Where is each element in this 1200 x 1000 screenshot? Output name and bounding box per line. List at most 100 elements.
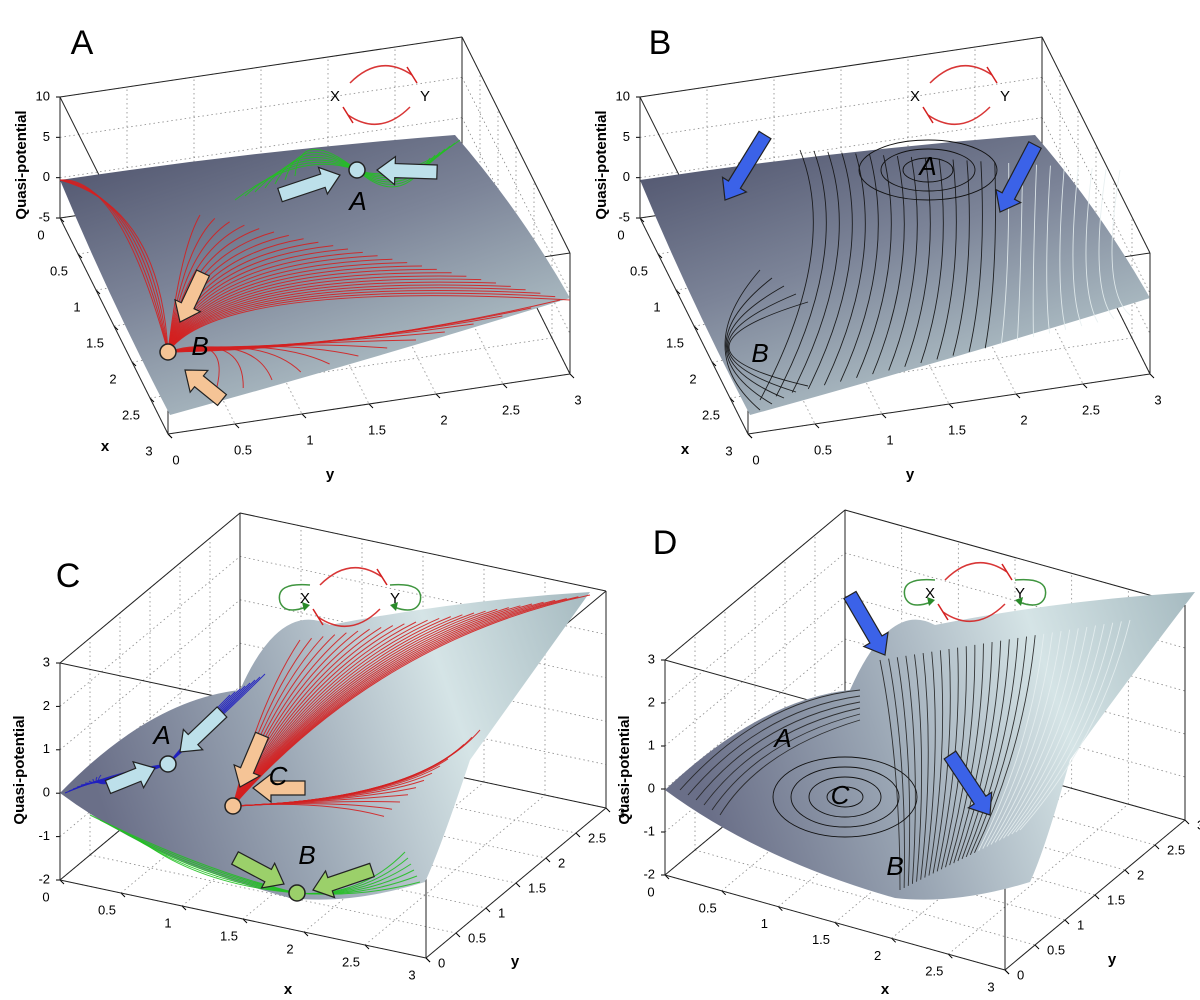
trajectory [872,155,905,375]
trajectory [1111,169,1131,316]
trajectory [904,157,931,367]
state-label: C [269,761,288,791]
x-tick-label: 0 [42,889,49,904]
grid-line [119,829,487,909]
z-tick-label: 1 [43,741,50,756]
x-tick-label: 0.5 [98,902,116,917]
x-axis-label: x [881,981,890,998]
trajectory [1072,167,1083,327]
x-tick-label: 2 [689,371,696,386]
trajectory [167,290,541,353]
trajectory [984,162,996,349]
arrow-head [302,602,310,611]
trajectory [920,158,944,364]
arrow [277,166,341,203]
z-tick-label: 5 [623,129,630,144]
trajectory [232,617,440,807]
z-tick-label: 0 [43,785,50,800]
trajectory [1016,163,1024,341]
trajectory [167,268,437,353]
trajectory [1015,621,1122,833]
trajectory [961,639,1010,860]
trajectory [903,578,936,606]
grid-line [239,642,607,722]
y-axis-label: y [1108,951,1117,968]
trajectory [319,566,383,586]
arrow [995,140,1043,213]
tick-mark [948,403,954,409]
state-label: C [831,780,850,810]
trajectory [167,295,571,353]
inhibition-bar [922,106,934,124]
box-edge [59,217,169,435]
tick-mark [1154,844,1160,850]
tick-mark [1124,869,1130,875]
network-node: Y [1015,585,1025,602]
arrow [230,851,285,889]
trajectory [942,603,1006,623]
trajectory [167,346,220,397]
trajectory [974,635,1036,853]
tick-mark [1184,819,1190,825]
y-tick-label: 3 [1154,392,1161,407]
trajectory [389,583,422,611]
trajectory [167,255,378,353]
trajectory [994,628,1079,843]
box-edge [59,879,427,959]
trajectory [167,275,467,353]
grid-line [59,117,463,179]
y-tick-label: 0.5 [234,442,252,457]
trajectory [59,179,169,353]
x-axis-label: x [101,438,110,455]
steady-state [159,755,177,773]
grid-line [239,686,607,765]
trajectory [986,630,1062,847]
arrow [843,590,889,656]
x-tick-label: 0 [617,227,624,242]
trajectory [965,637,1019,858]
tick-mark [545,857,551,863]
trajectory [167,241,319,353]
trajectory [927,106,991,126]
tick-mark [1015,393,1021,399]
tick-mark [242,918,248,924]
tick-mark [814,423,820,429]
z-tick-label: 3 [648,651,655,666]
arrow-head [1015,597,1023,606]
trajectory [940,646,967,870]
tick-mark [364,944,370,950]
panel-label: A [71,24,94,62]
state-label: A [151,720,170,750]
y-axis-label: y [906,466,915,483]
trajectory [990,629,1071,845]
trajectory [1085,168,1099,323]
tick-mark [1094,894,1100,900]
y-tick-label: 1 [498,905,505,920]
tick-mark [455,932,461,938]
trajectory [167,248,349,353]
x-tick-label: 3 [725,443,732,458]
x-tick-label: 0.5 [50,263,68,278]
inhibition-bar [937,603,949,621]
arrow-head [927,597,935,606]
tick-mark [1149,373,1155,379]
x-tick-label: 0.5 [699,900,717,915]
grid-line [664,595,846,747]
state-label: B [751,338,768,368]
trajectory [952,160,970,356]
trajectory [167,258,393,353]
arrow [943,750,993,816]
z-axis-label: Quasi-potential [11,715,28,824]
y-tick-label: 1.5 [528,880,546,895]
trajectory [687,695,861,796]
tick-mark [368,403,374,409]
contour [808,776,882,818]
x-tick-label: 2 [286,941,293,956]
z-tick-label: -1 [643,823,655,838]
y-tick-label: 1.5 [948,422,966,437]
steady-state [288,884,306,902]
trajectory [896,657,911,886]
trajectory [167,245,334,353]
trajectory [775,150,827,397]
